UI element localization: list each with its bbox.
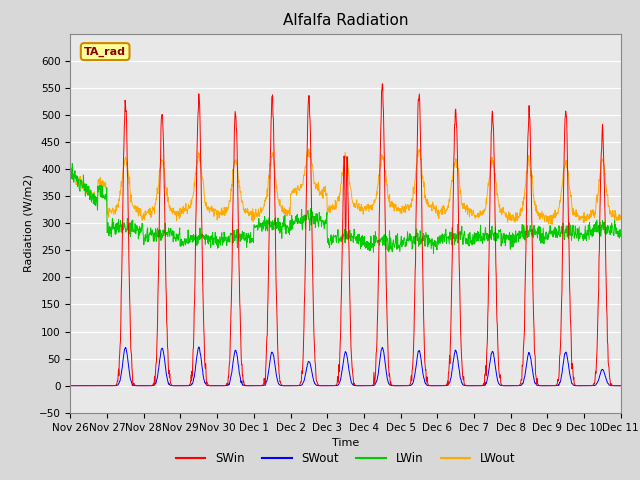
LWout <box>502 215 510 220</box>
Text: TA_rad: TA_rad <box>84 47 126 57</box>
LWin <box>159 235 166 241</box>
SWout <box>589 383 596 389</box>
LWout <box>67 165 74 171</box>
Line: LWout: LWout <box>70 149 640 225</box>
SWin <box>502 383 510 389</box>
Title: Alfalfa Radiation: Alfalfa Radiation <box>283 13 408 28</box>
LWout <box>158 157 166 163</box>
LWout <box>548 222 556 228</box>
SWin <box>337 291 345 297</box>
Legend: SWin, SWout, LWin, LWout: SWin, SWout, LWin, LWout <box>171 447 520 469</box>
Line: LWin: LWin <box>70 163 640 253</box>
Y-axis label: Radiation (W/m2): Radiation (W/m2) <box>23 174 33 272</box>
LWin <box>338 239 346 244</box>
LWout <box>589 207 596 213</box>
LWin <box>589 225 596 231</box>
LWin <box>67 170 74 176</box>
Line: SWin: SWin <box>70 84 640 386</box>
SWout <box>67 383 74 389</box>
LWout <box>305 146 313 152</box>
SWin <box>378 81 386 87</box>
SWout <box>349 382 356 387</box>
LWin <box>503 236 511 242</box>
LWin <box>429 251 437 256</box>
LWin <box>68 160 76 166</box>
SWout <box>338 370 346 375</box>
SWin <box>589 383 596 388</box>
SWin <box>349 368 356 373</box>
LWout <box>349 200 356 206</box>
LWout <box>338 170 346 176</box>
SWin <box>67 383 74 389</box>
SWin <box>158 111 166 117</box>
LWin <box>349 235 356 240</box>
Line: SWout: SWout <box>70 347 640 386</box>
X-axis label: Time: Time <box>332 438 359 448</box>
SWout <box>158 345 166 351</box>
SWout <box>195 344 203 350</box>
SWout <box>502 383 510 389</box>
